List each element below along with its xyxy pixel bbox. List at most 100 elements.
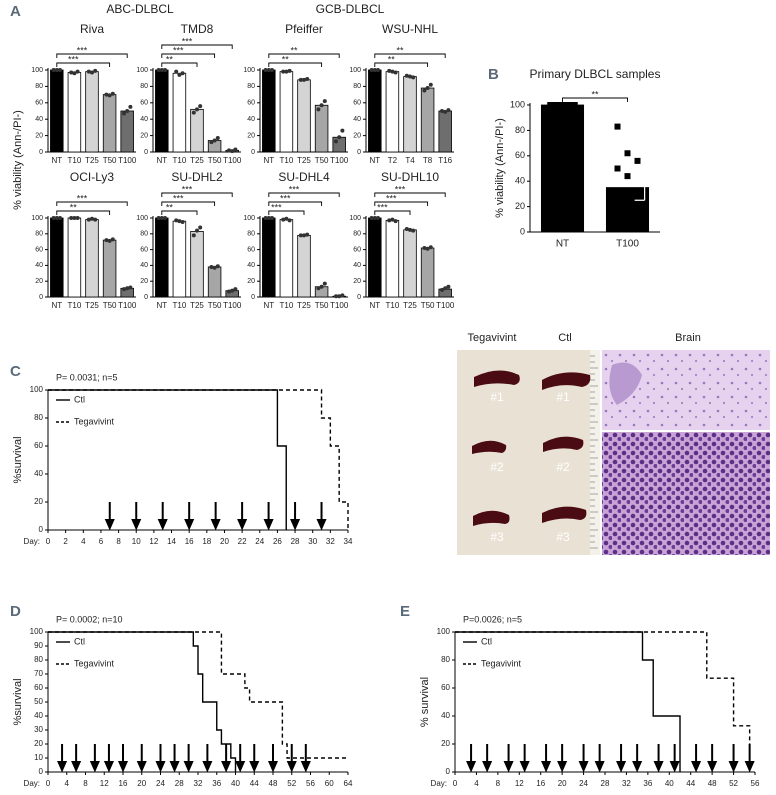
y-tick-label: 20: [353, 132, 361, 139]
y-tick-label: 80: [140, 83, 148, 90]
y-tick-label: 20: [140, 132, 148, 139]
y-tick-label: 10: [34, 753, 43, 762]
bar: [207, 266, 222, 298]
y-tick-label: 100: [136, 215, 148, 222]
y-tick-label: 30: [34, 725, 43, 734]
treatment-arrow: [691, 744, 702, 773]
y-tick-label: 40: [247, 262, 255, 269]
data-point: [334, 294, 338, 299]
data-point: [428, 82, 433, 87]
significance-label: **: [282, 54, 290, 64]
significance-label: ***: [77, 193, 88, 203]
data-point: [319, 103, 324, 108]
treatment-arrow: [157, 502, 168, 531]
y-tick-label: 80: [353, 83, 361, 90]
significance-label: ***: [377, 202, 388, 212]
data-point: [174, 218, 179, 223]
x-tick-label: 6: [99, 537, 104, 546]
x-tick-label: T10: [280, 301, 294, 310]
x-tick-label: 24: [255, 537, 264, 546]
bar: [120, 110, 134, 153]
x-tick-label: T10: [173, 156, 187, 165]
x-tick-label: 60: [325, 779, 334, 788]
data-point: [75, 69, 80, 74]
y-tick-label: 40: [34, 469, 43, 478]
data-point: [369, 216, 374, 220]
chart-title: OCI-Ly3: [70, 170, 115, 184]
treatment-arrow: [466, 744, 477, 773]
x-tick-label: 0: [453, 779, 458, 788]
ruler: [590, 350, 600, 555]
x-tick-label: T100: [223, 156, 242, 165]
legend-label: Ctl: [74, 636, 85, 646]
bar: [403, 76, 417, 153]
chart-title: Riva: [80, 22, 104, 36]
x-tick-label: NT: [51, 301, 62, 310]
data-point: [128, 285, 133, 290]
data-point: [75, 216, 80, 220]
x-tick-label: 28: [291, 537, 300, 546]
data-point: [302, 233, 306, 238]
y-tick-label: 0: [251, 294, 255, 301]
survival-line: [48, 389, 287, 530]
y-tick-label: 20: [35, 278, 43, 285]
bar: [368, 217, 382, 298]
treatment-arrow: [131, 502, 142, 531]
x-tick-label: T100: [118, 301, 137, 310]
x-tick-label: T25: [85, 156, 99, 165]
data-point: [387, 68, 392, 73]
data-point: [334, 139, 338, 144]
data-point: [90, 216, 94, 221]
bar: [385, 219, 400, 298]
x-tick-label: 52: [287, 779, 296, 788]
data-point: [404, 73, 409, 78]
data-point: [209, 140, 214, 145]
x-tick-label: 18: [202, 537, 211, 546]
y-tick-label: 0: [251, 149, 255, 156]
survival-line: [455, 631, 681, 772]
data-point: [180, 71, 185, 76]
significance-label: **: [166, 54, 174, 64]
significance-bracket: [161, 62, 198, 67]
treatment-arrow: [557, 744, 568, 773]
x-tick-label: 12: [515, 779, 524, 788]
chart-title: SU-DHL4: [278, 170, 330, 184]
data-point: [408, 74, 412, 79]
sample-label: #3: [556, 530, 570, 544]
x-tick-label: 16: [119, 779, 128, 788]
x-tick-label: 56: [306, 779, 315, 788]
significance-bracket: [161, 53, 216, 58]
data-point: [54, 216, 59, 220]
sample-label: #3: [490, 530, 504, 544]
x-tick-label: T50: [208, 156, 222, 165]
significance-bracket: [374, 201, 429, 206]
y-axis-label: % viability (Ann-/PI-): [494, 118, 506, 218]
y-tick-label: 100: [243, 215, 255, 222]
y-axis-label: % viability (Ann-/PI-): [12, 110, 24, 210]
panel-label: A: [10, 3, 21, 20]
x-tick-label: T50: [315, 301, 329, 310]
x-tick-label: T8: [423, 156, 433, 165]
x-tick-label: 34: [344, 537, 353, 546]
y-tick-label: 100: [31, 67, 43, 74]
treatment-arrow: [503, 744, 514, 773]
y-tick-label: 80: [515, 125, 525, 135]
chart-title: TMD8: [181, 22, 214, 36]
y-tick-label: 80: [35, 83, 43, 90]
significance-label: ***: [289, 184, 300, 194]
data-point: [425, 246, 430, 251]
data-point: [54, 68, 59, 72]
x-tick-label: T2: [388, 156, 398, 165]
data-point: [198, 225, 203, 230]
data-point: [408, 227, 412, 232]
data-point: [86, 69, 91, 74]
data-point: [411, 75, 416, 80]
treatment-arrow: [155, 744, 166, 773]
data-point: [72, 216, 77, 220]
survival-line: [455, 631, 751, 772]
treatment-arrow: [210, 502, 221, 531]
x-tick-label: NT: [51, 156, 62, 165]
data-point: [376, 216, 380, 220]
significance-bracket: [161, 210, 198, 215]
